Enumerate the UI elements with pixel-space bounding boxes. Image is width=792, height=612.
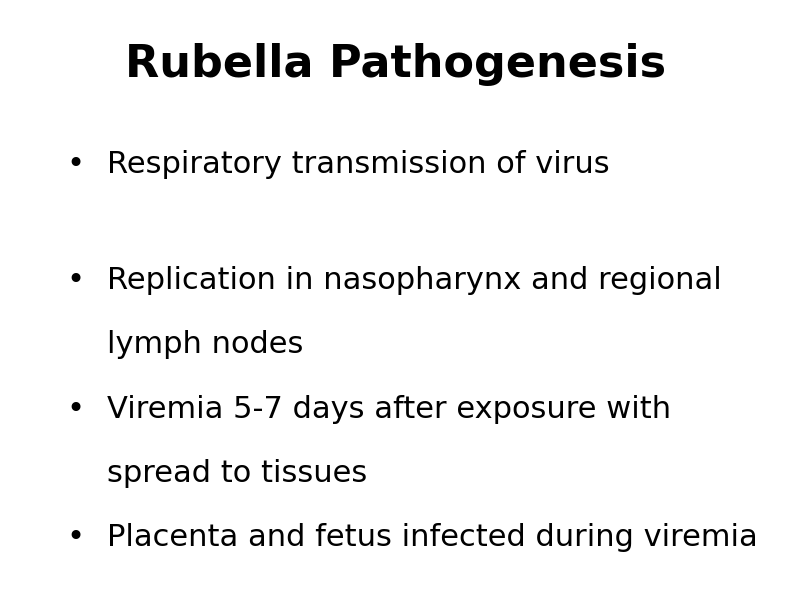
Text: lymph nodes: lymph nodes xyxy=(107,330,303,359)
Text: Respiratory transmission of virus: Respiratory transmission of virus xyxy=(107,150,610,179)
Text: Rubella Pathogenesis: Rubella Pathogenesis xyxy=(125,43,667,86)
Text: Placenta and fetus infected during viremia: Placenta and fetus infected during virem… xyxy=(107,523,758,552)
Text: spread to tissues: spread to tissues xyxy=(107,459,367,488)
Text: Replication in nasopharynx and regional: Replication in nasopharynx and regional xyxy=(107,266,722,295)
Text: •: • xyxy=(67,266,84,295)
Text: •: • xyxy=(67,395,84,424)
Text: •: • xyxy=(67,523,84,552)
Text: •: • xyxy=(67,150,84,179)
Text: Viremia 5-7 days after exposure with: Viremia 5-7 days after exposure with xyxy=(107,395,671,424)
